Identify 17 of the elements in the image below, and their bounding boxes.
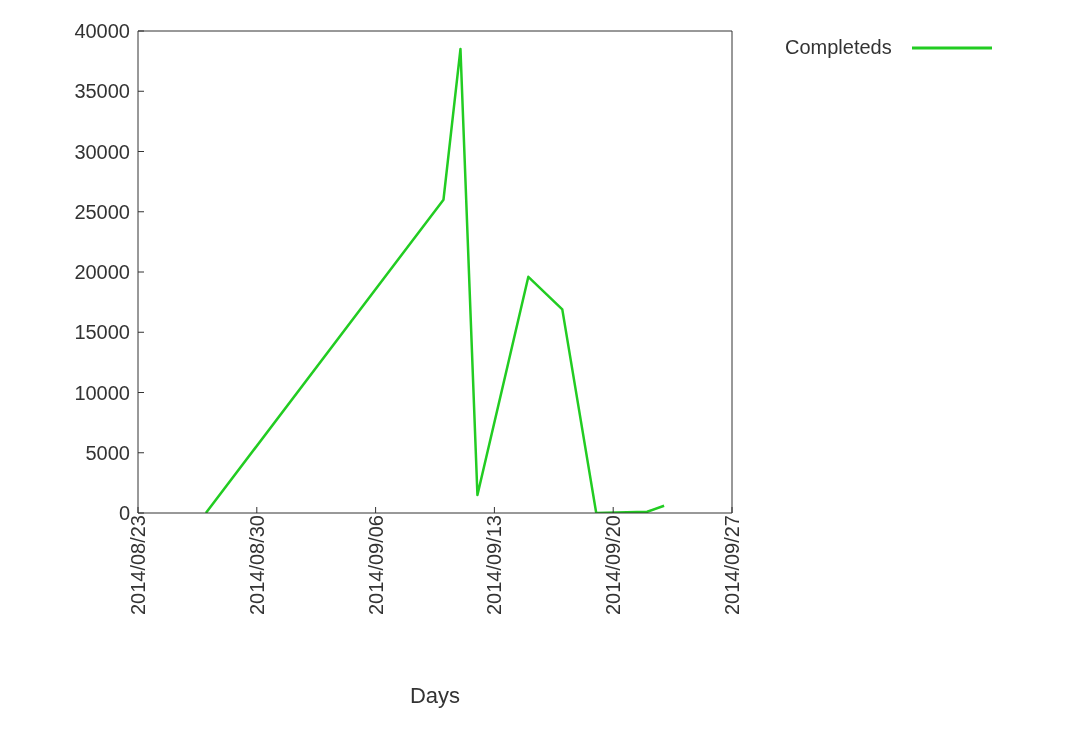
y-tick-label: 0 — [118, 502, 130, 525]
y-tick-label: 15000 — [74, 321, 130, 344]
y-tick-label: 20000 — [74, 261, 130, 284]
y-tick-label: 30000 — [74, 140, 130, 163]
x-tick-label: 2014/09/13 — [483, 515, 506, 616]
x-tick-label: 2014/09/20 — [602, 515, 625, 616]
y-tick-label: 10000 — [74, 381, 130, 404]
x-tick-label: 2014/09/06 — [364, 515, 387, 616]
x-tick-label: 2014/09/27 — [721, 515, 743, 616]
y-tick-label: 40000 — [74, 20, 130, 43]
x-tick-label: 2014/08/30 — [245, 515, 268, 616]
y-tick-label: 5000 — [85, 441, 130, 464]
legend-label: Completeds — [785, 36, 892, 59]
y-tick-label: 25000 — [74, 200, 130, 223]
y-tick-label: 35000 — [74, 80, 130, 103]
line-series — [204, 47, 666, 513]
x-axis-title: Days — [409, 683, 461, 708]
